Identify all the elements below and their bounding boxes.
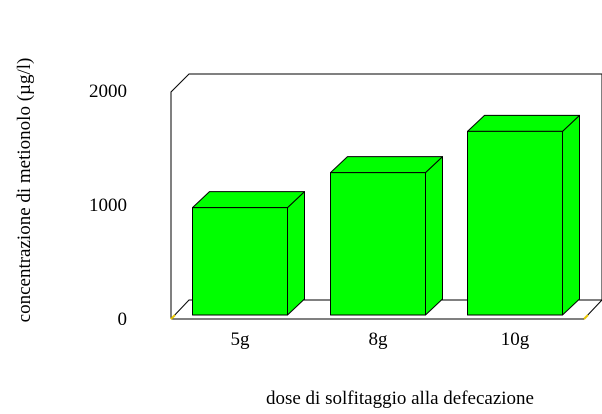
axis-tick-right	[583, 314, 589, 320]
axis-tick-left	[170, 314, 176, 320]
plot-frame	[170, 73, 602, 320]
bar-10g	[467, 114, 580, 316]
bar-front-10g	[467, 130, 563, 316]
bar-5g	[192, 191, 305, 316]
bar-top-5g	[192, 191, 305, 209]
y-axis-title: concentrazione di metionolo (µg/l)	[14, 58, 35, 323]
x-tick-label-5g: 5g	[231, 329, 251, 350]
bar-front-5g	[192, 207, 288, 316]
bar-front-8g	[330, 172, 426, 316]
x-axis-ticks: 5g 8g 10g	[231, 329, 530, 350]
y-tick-label-0: 0	[118, 309, 128, 330]
bar-side-8g	[425, 156, 443, 316]
bar-side-10g	[562, 114, 580, 316]
x-tick-label-8g: 8g	[369, 329, 389, 350]
bar-8g	[330, 156, 443, 316]
x-axis-title: dose di solfitaggio alla defecazione	[266, 388, 534, 409]
bars	[192, 114, 580, 316]
bar-top-10g	[467, 114, 580, 132]
bar-side-5g	[287, 191, 305, 316]
back-wall	[170, 73, 602, 319]
y-tick-label-2: 2000	[89, 81, 127, 102]
bar-top-8g	[330, 156, 443, 174]
floor-edge	[170, 299, 602, 320]
x-tick-label-10g: 10g	[501, 329, 530, 350]
y-axis-ticks: 0 1000 2000	[89, 81, 127, 330]
y-tick-label-1: 1000	[89, 195, 127, 216]
